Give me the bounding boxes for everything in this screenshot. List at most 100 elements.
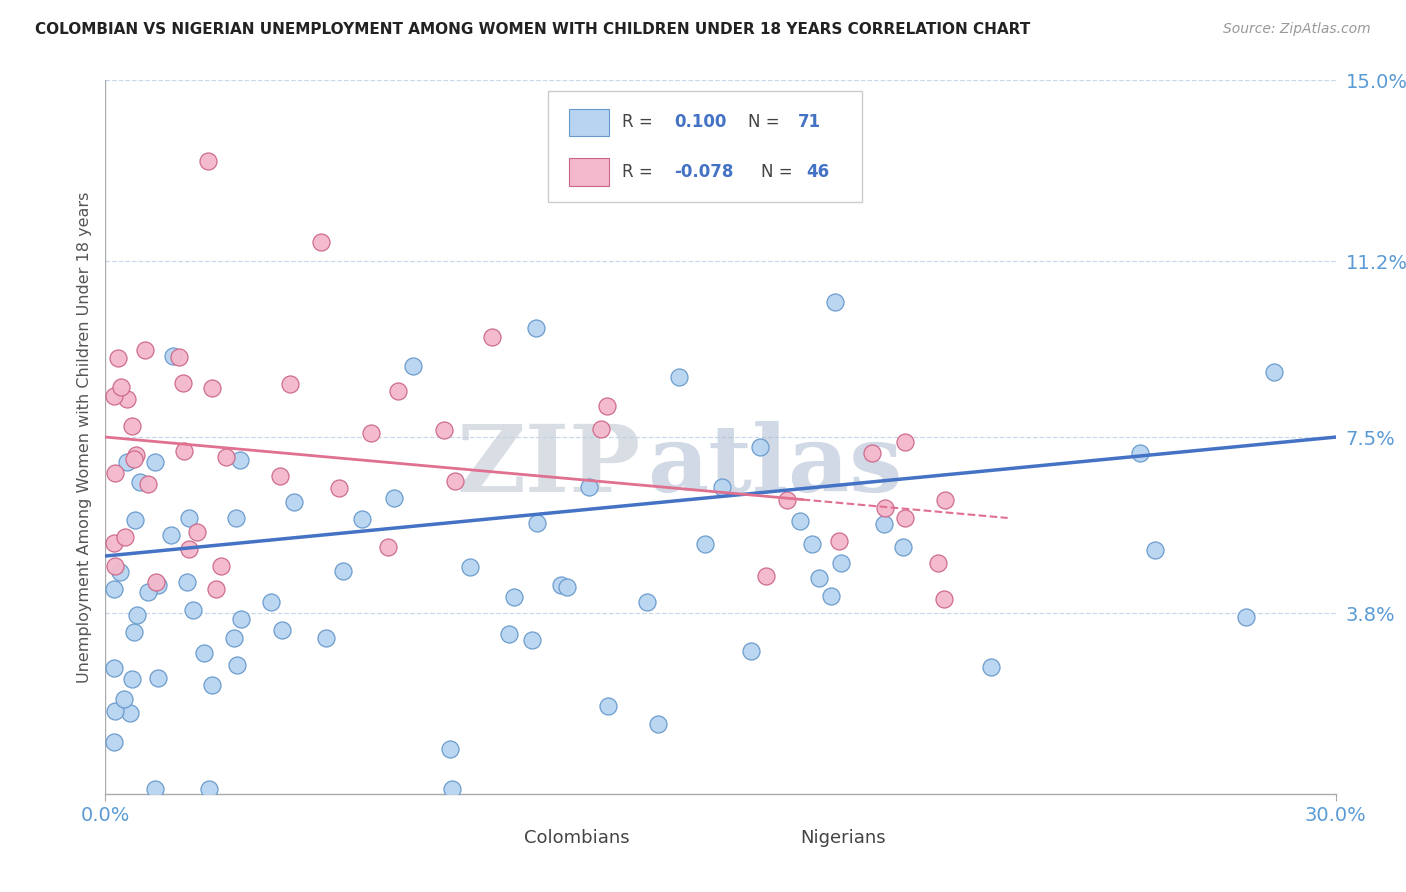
Point [211, 558, 233, 573]
Point [647, 717, 669, 731]
Point [121, 419, 143, 434]
Point [927, 556, 949, 570]
Point [118, 706, 141, 720]
Point [830, 556, 852, 570]
Point [498, 627, 520, 641]
Bar [740, 830, 787, 849]
Point [824, 294, 846, 309]
Bar [569, 109, 609, 136]
Point [125, 448, 148, 462]
Point [328, 481, 350, 495]
Point [271, 624, 294, 638]
Point [444, 474, 467, 488]
Point [103, 660, 125, 674]
Point [205, 582, 228, 596]
Point [107, 351, 129, 366]
Point [215, 450, 238, 464]
Point [108, 566, 131, 580]
Point [181, 603, 204, 617]
Point [127, 607, 149, 622]
Point [1263, 365, 1285, 379]
Point [309, 235, 332, 249]
Text: 71: 71 [799, 113, 821, 131]
Point [231, 611, 253, 625]
Point [526, 516, 548, 531]
Point [226, 658, 249, 673]
Point [201, 381, 224, 395]
Point [934, 492, 956, 507]
Point [598, 698, 620, 713]
Point [124, 513, 146, 527]
Point [104, 704, 127, 718]
Point [177, 542, 200, 557]
Bar [463, 830, 510, 849]
Text: ZIP: ZIP [457, 421, 641, 510]
Point [578, 480, 600, 494]
Point [873, 501, 896, 516]
Point [201, 678, 224, 692]
Y-axis label: Unemployment Among Women with Children Under 18 years: Unemployment Among Women with Children U… [76, 192, 91, 682]
Point [934, 591, 956, 606]
Point [224, 632, 246, 646]
Point [193, 646, 215, 660]
Point [104, 558, 127, 573]
Point [894, 511, 917, 525]
Point [197, 154, 219, 169]
Text: Colombians: Colombians [524, 830, 630, 847]
Point [146, 671, 169, 685]
Bar [569, 159, 609, 186]
Text: -0.078: -0.078 [673, 163, 733, 181]
Point [332, 564, 354, 578]
Point [1234, 609, 1257, 624]
Point [115, 455, 138, 469]
Text: R =: R = [621, 163, 658, 181]
Point [555, 580, 578, 594]
Point [502, 591, 524, 605]
Point [112, 692, 135, 706]
Point [596, 399, 619, 413]
Point [800, 536, 823, 550]
Point [134, 343, 156, 358]
Point [173, 444, 195, 458]
Point [260, 595, 283, 609]
Point [776, 493, 799, 508]
Point [1144, 543, 1167, 558]
Point [481, 330, 503, 344]
Point [740, 644, 762, 658]
Point [828, 534, 851, 549]
Point [167, 351, 190, 365]
Text: 46: 46 [807, 163, 830, 181]
Point [122, 625, 145, 640]
Point [143, 455, 166, 469]
Point [522, 633, 544, 648]
Point [433, 424, 456, 438]
Point [636, 595, 658, 609]
Point [524, 320, 547, 334]
Point [377, 540, 399, 554]
Point [350, 511, 373, 525]
Point [228, 453, 250, 467]
Point [894, 434, 917, 449]
Point [138, 585, 160, 599]
Point [820, 589, 842, 603]
Point [176, 574, 198, 589]
Point [122, 452, 145, 467]
Point [186, 524, 208, 539]
Point [280, 376, 302, 391]
Point [172, 376, 194, 390]
Point [382, 491, 405, 506]
Point [387, 384, 409, 398]
Point [177, 511, 200, 525]
Point [115, 392, 138, 407]
Point [103, 388, 125, 402]
Point [873, 516, 896, 531]
Point [143, 782, 166, 797]
Point [283, 495, 305, 509]
Text: Source: ZipAtlas.com: Source: ZipAtlas.com [1223, 22, 1371, 37]
Point [103, 735, 125, 749]
Text: N =: N = [748, 113, 785, 131]
Point [103, 582, 125, 597]
Text: N =: N = [761, 163, 799, 181]
Point [749, 440, 772, 454]
Text: 0.100: 0.100 [673, 113, 727, 131]
